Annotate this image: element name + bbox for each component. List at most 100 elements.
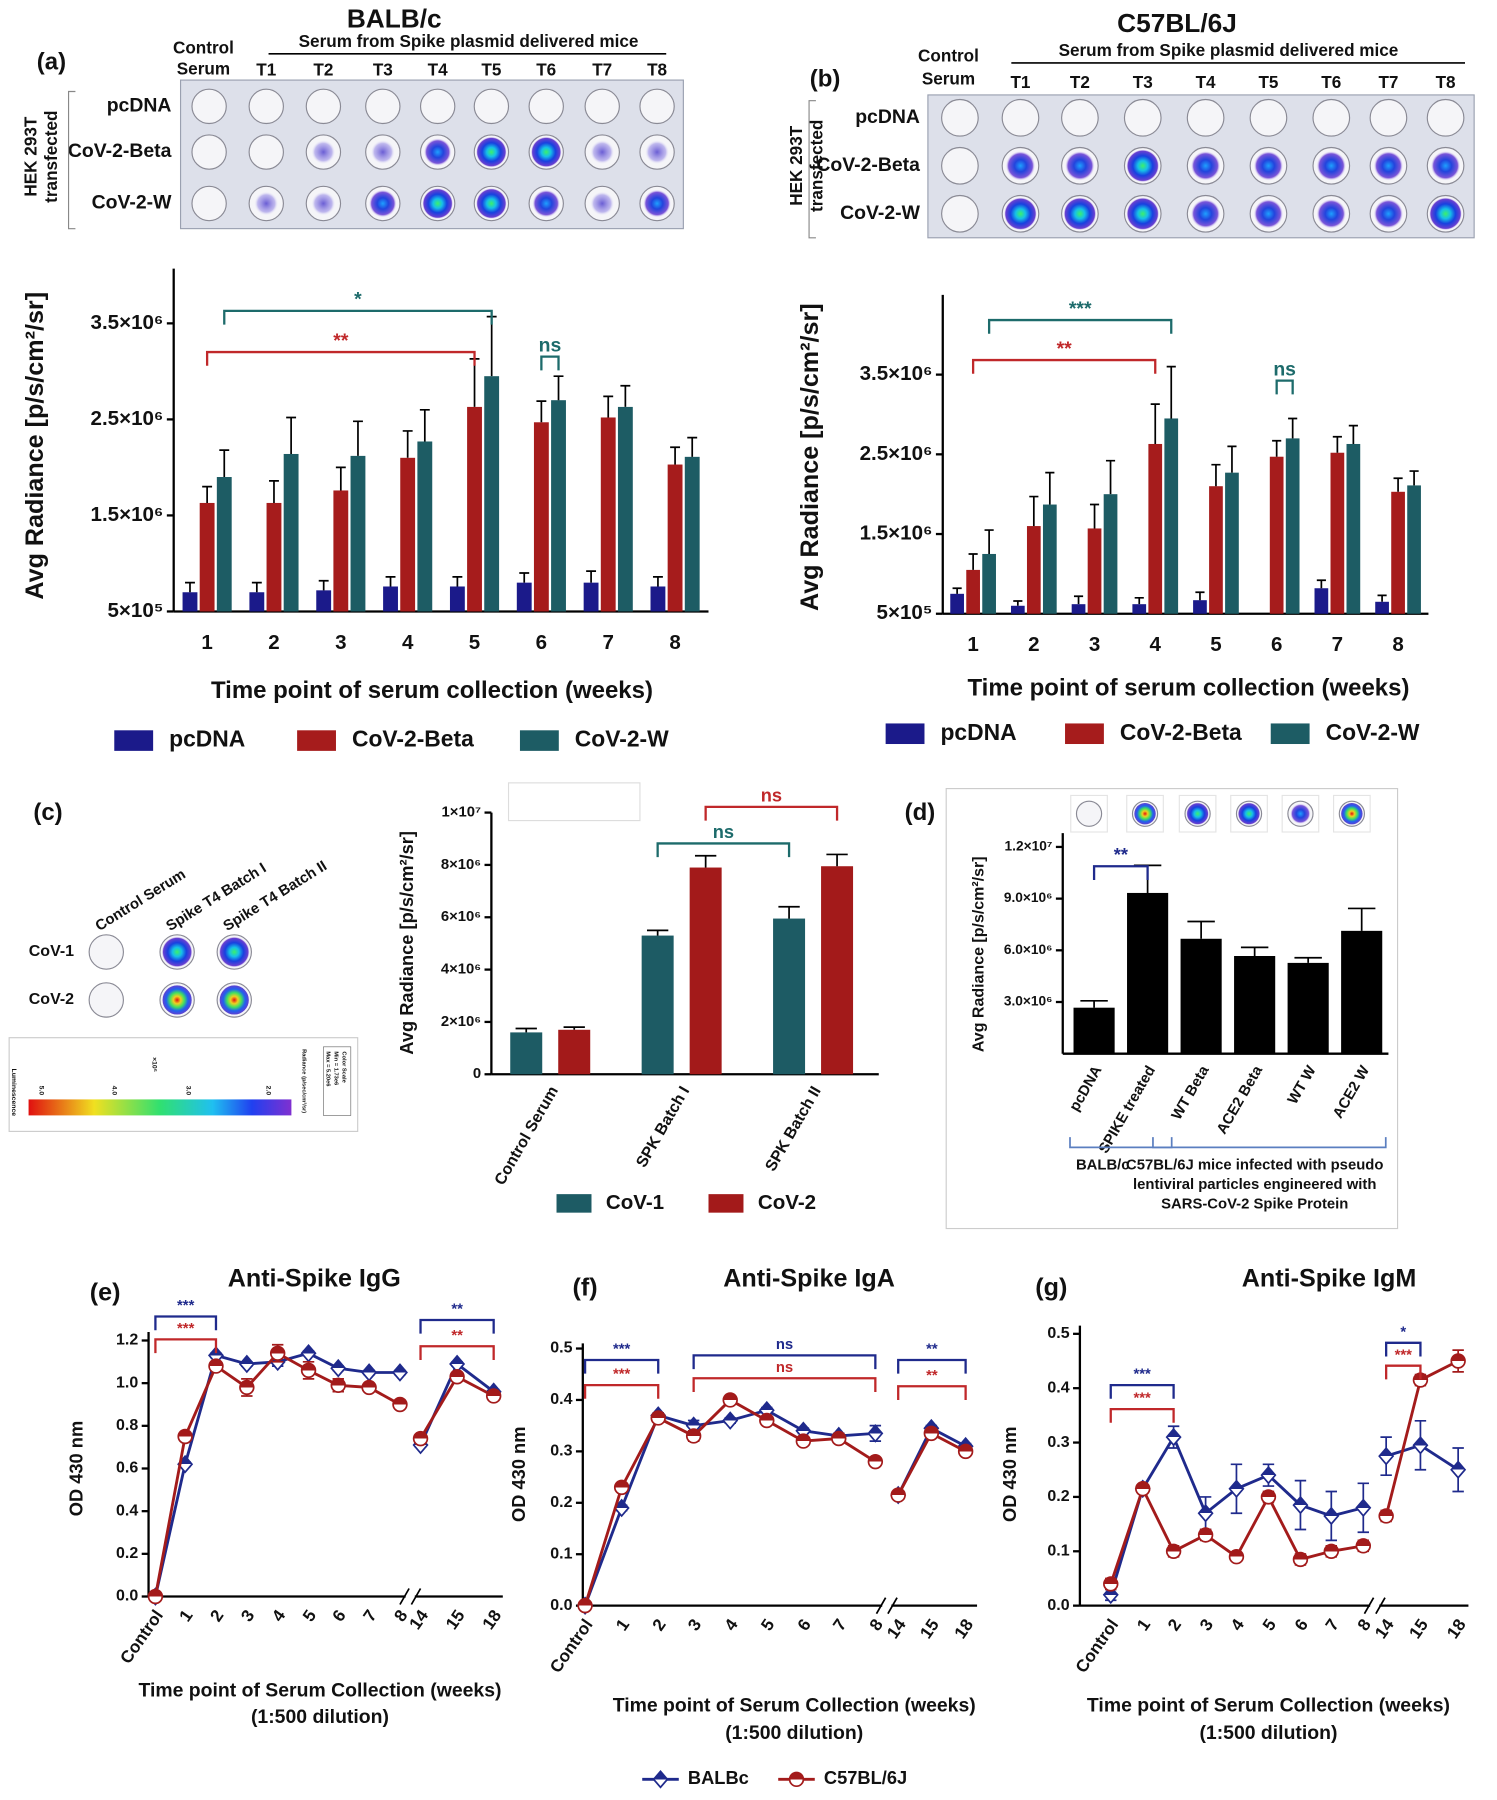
side-label: HEK 293T — [786, 125, 806, 205]
well-signal — [1316, 150, 1347, 181]
side-bracket — [67, 90, 76, 230]
axis-break — [875, 1597, 898, 1615]
group-bracket — [1152, 1137, 1387, 1149]
y-tick-label: 6.0×10⁶ — [1004, 942, 1053, 957]
marker — [890, 1487, 906, 1503]
x-tick-label: SPK Batch I — [633, 1084, 693, 1171]
error-bar — [1316, 579, 1326, 589]
well-signal — [219, 985, 249, 1015]
side-bracket — [808, 100, 816, 239]
bracket — [205, 350, 476, 366]
x-tick-label: Control Serum — [492, 1084, 562, 1189]
error-bar — [620, 384, 631, 407]
legend-label: BALBc — [688, 1767, 749, 1788]
error-bar — [486, 315, 497, 377]
y-tick-label: 0.4 — [1047, 1379, 1069, 1396]
error-bar — [515, 1027, 537, 1033]
column-label: T3 — [373, 59, 393, 79]
bar — [667, 464, 683, 612]
error-bar — [778, 905, 800, 919]
significance: *** — [1134, 1367, 1152, 1383]
error-bar — [1080, 999, 1108, 1008]
x-tick-label: 18 — [478, 1606, 505, 1633]
well — [365, 88, 401, 125]
well — [419, 88, 456, 125]
well — [305, 88, 342, 125]
panel-label: (a) — [37, 48, 66, 75]
legend-swatch — [297, 730, 336, 751]
error-bar — [219, 449, 230, 478]
column-label: T6 — [1321, 72, 1341, 92]
well — [1369, 98, 1408, 137]
y-axis-label: Avg Radiance [p/s/cm²/sr] — [796, 303, 824, 611]
well-signal — [644, 139, 670, 165]
row-label: CoV-2-W — [840, 202, 920, 224]
significance: * — [354, 289, 362, 311]
bar — [249, 592, 265, 612]
significance: *** — [1134, 1391, 1152, 1407]
bar — [1285, 438, 1300, 614]
marker — [412, 1430, 429, 1447]
error-bar — [469, 358, 480, 407]
well — [1426, 98, 1465, 137]
column-label: T6 — [536, 59, 556, 79]
y-axis-label: Avg Radiance [p/s/cm²/sr] — [971, 856, 988, 1052]
well-signal — [1126, 149, 1160, 183]
error-bar — [553, 375, 564, 401]
marker — [330, 1358, 347, 1378]
marker — [361, 1363, 378, 1382]
column-label: T1 — [256, 59, 276, 79]
column-label: T8 — [647, 59, 667, 79]
colorbar-exponent: ×10⁶ — [150, 1057, 157, 1072]
bar — [266, 502, 282, 612]
x-tick-label: WT W — [1285, 1063, 1319, 1107]
x-tick-label: 5 — [756, 1615, 778, 1635]
well-signal — [1373, 198, 1404, 229]
line — [419, 1374, 495, 1440]
x-tick-label: SPK Batch II — [763, 1084, 825, 1175]
column-label: T8 — [1436, 72, 1456, 92]
bar — [1391, 491, 1405, 614]
bar — [449, 586, 465, 612]
scale-box — [323, 1046, 352, 1116]
column-label: T7 — [592, 59, 612, 79]
x-tick-label: Control — [116, 1606, 167, 1667]
marker — [300, 1362, 317, 1379]
well — [473, 88, 510, 125]
error-bar — [670, 446, 681, 465]
x-tick-label: 1 — [1132, 1615, 1154, 1635]
marker — [1450, 1460, 1467, 1480]
column-label: T3 — [1133, 72, 1153, 92]
marker — [239, 1379, 255, 1396]
significance: * — [1400, 1324, 1406, 1340]
x-tick-label: 14 — [405, 1606, 433, 1633]
marker — [1228, 1479, 1245, 1499]
column-label: T2 — [313, 59, 333, 79]
significance: ** — [451, 1302, 463, 1318]
x-tick-label: 4 — [1226, 1615, 1248, 1635]
x-tick-label: 14 — [1370, 1615, 1398, 1642]
y-tick-label: 0.1 — [1047, 1543, 1069, 1560]
panel-label: (g) — [1035, 1274, 1067, 1302]
x-tick-label: 1 — [967, 633, 978, 656]
legend-swatch — [708, 1194, 744, 1213]
row-label: CoV-2 — [29, 991, 74, 1008]
x-tick-label: 1 — [611, 1615, 633, 1635]
well-signal — [475, 188, 507, 219]
error-bar — [318, 579, 329, 591]
legend-swatch — [556, 1194, 592, 1213]
bar — [1042, 504, 1057, 614]
x-tick-label: 2 — [1163, 1615, 1185, 1634]
x-tick-label: 7 — [359, 1606, 381, 1625]
well-signal — [1253, 198, 1284, 229]
marker — [449, 1369, 465, 1385]
marker — [1323, 1506, 1340, 1526]
well-signal — [1316, 198, 1347, 229]
legend-label: pcDNA — [940, 719, 1016, 745]
x-tick-label: 3 — [237, 1606, 259, 1625]
well-signal — [253, 191, 279, 216]
x-tick-label: 8 — [1392, 633, 1403, 656]
well-signal — [1373, 150, 1404, 181]
x-axis-label: (1:500 dilution) — [725, 1722, 863, 1744]
bar — [558, 1029, 591, 1075]
